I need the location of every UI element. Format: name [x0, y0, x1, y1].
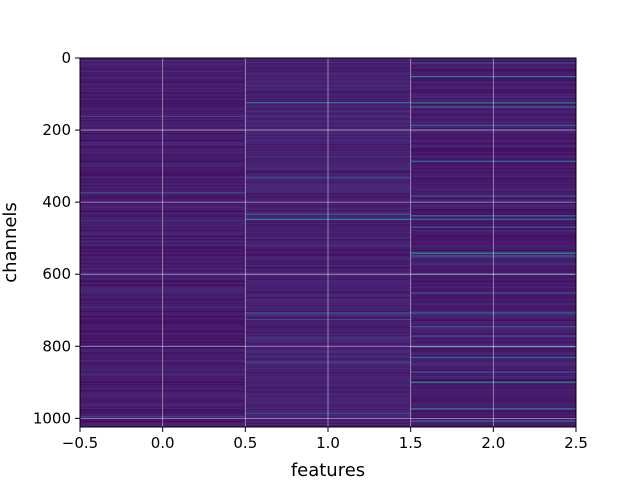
x-tick-label: 0.5: [233, 434, 257, 452]
x-tick-label: 2.5: [564, 434, 588, 452]
x-tick-label: 0.0: [151, 434, 175, 452]
x-tick-label: 1.0: [316, 434, 340, 452]
y-axis: 0 200 400 600 800 1000: [33, 49, 80, 427]
y-tick-label: 0: [61, 49, 71, 67]
y-tick-label: 800: [42, 337, 71, 355]
x-axis-label: features: [291, 460, 365, 480]
y-tick-label: 1000: [33, 409, 71, 427]
y-axis-label: channels: [0, 202, 21, 283]
x-tick-label: −0.5: [62, 434, 98, 452]
y-tick-label: 400: [42, 193, 71, 211]
y-tick-label: 200: [42, 121, 71, 139]
x-tick-label: 1.5: [399, 434, 423, 452]
x-tick-label: 2.0: [481, 434, 505, 452]
y-tick-label: 600: [42, 265, 71, 283]
x-axis: −0.5 0.0 0.5 1.0 1.5 2.0 2.5: [62, 427, 588, 452]
